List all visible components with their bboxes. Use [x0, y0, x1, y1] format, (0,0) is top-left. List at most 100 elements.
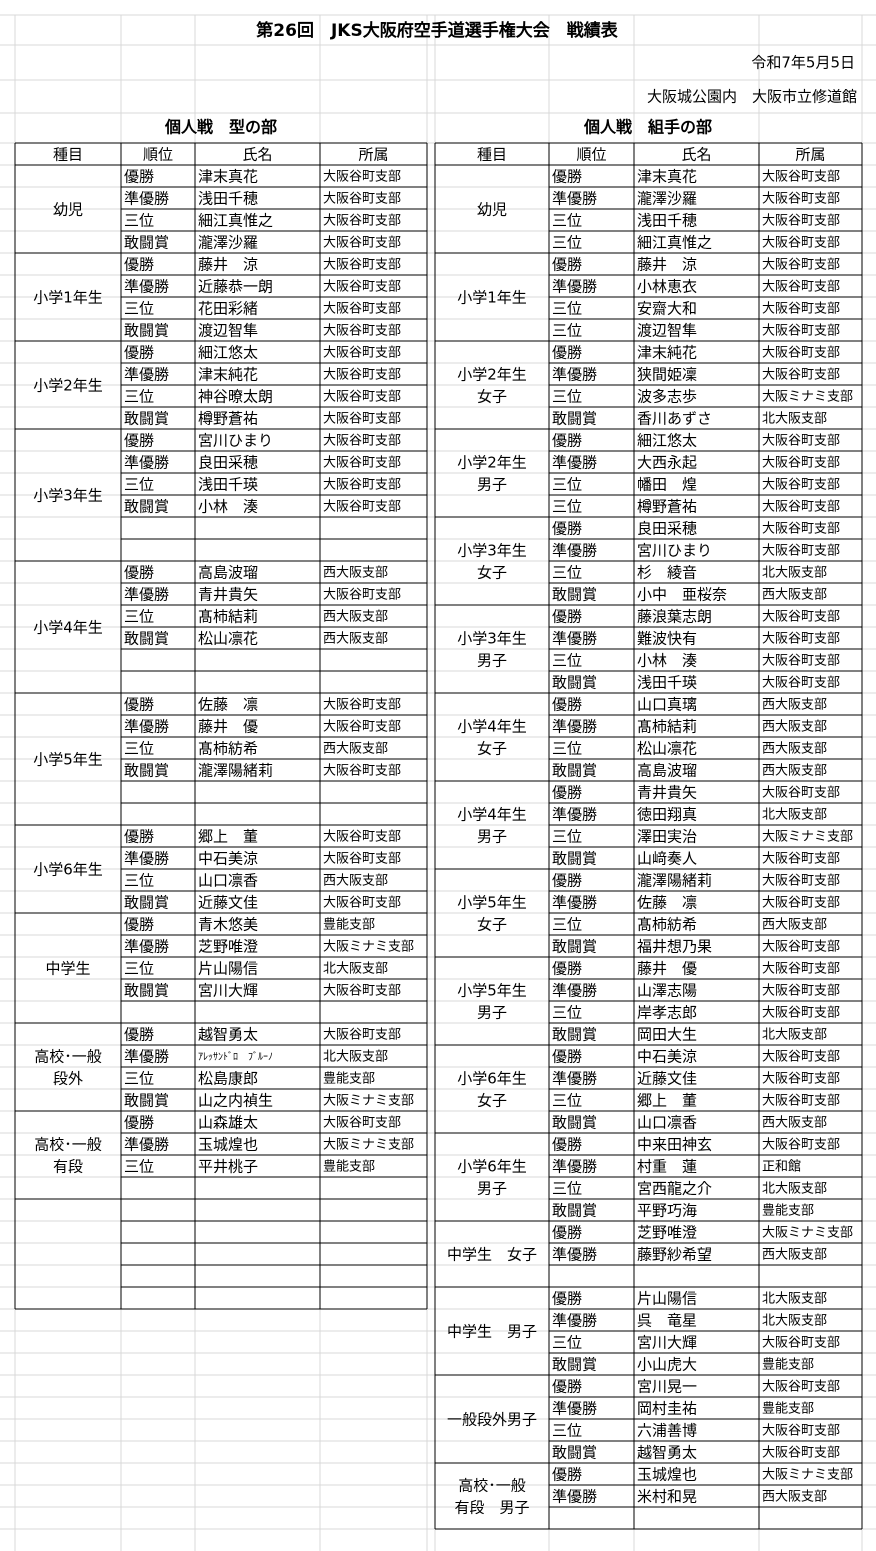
- club: 大阪谷町支部: [323, 896, 401, 911]
- rank: 敢闘賞: [552, 410, 597, 428]
- club: 大阪谷町支部: [323, 170, 401, 185]
- category: 小学3年生: [457, 630, 527, 648]
- club: 大阪ミナミ支部: [323, 1094, 414, 1109]
- club: 大阪谷町支部: [323, 830, 401, 845]
- club: 北大阪支部: [762, 1314, 827, 1329]
- club: 大阪谷町支部: [762, 1138, 840, 1153]
- club: 大阪谷町支部: [762, 1072, 840, 1087]
- club: 西大阪支部: [762, 764, 827, 779]
- rank: 準優勝: [552, 806, 597, 824]
- club: 大阪谷町支部: [762, 1050, 840, 1065]
- rank: 準優勝: [124, 850, 169, 868]
- rank: 三位: [552, 322, 582, 340]
- club: 大阪谷町支部: [762, 214, 840, 229]
- rank: 優勝: [552, 784, 582, 802]
- rank: 優勝: [552, 1290, 582, 1308]
- date: 令和7年5月5日: [751, 54, 855, 72]
- club: 豊能支部: [323, 1072, 375, 1087]
- name: 津末純花: [637, 344, 697, 362]
- name: 澤田実治: [637, 828, 697, 846]
- name: 岡田大生: [637, 1026, 697, 1044]
- club: 北大阪支部: [762, 1028, 827, 1043]
- name: 宮川ひまり: [198, 432, 273, 450]
- category: 小学5年生: [33, 751, 103, 769]
- club: 大阪谷町支部: [762, 632, 840, 647]
- rank: 敢闘賞: [552, 1202, 597, 1220]
- rank: 優勝: [552, 1378, 582, 1396]
- club: 大阪谷町支部: [762, 324, 840, 339]
- name: 山之内禎生: [198, 1092, 273, 1110]
- rank: 優勝: [124, 1026, 154, 1044]
- rank: 優勝: [552, 256, 582, 274]
- club: 西大阪支部: [323, 742, 388, 757]
- category: 高校･一般: [458, 1477, 526, 1495]
- name: 片山陽信: [637, 1290, 697, 1308]
- name: 中石美涼: [198, 850, 258, 868]
- rank: 優勝: [552, 520, 582, 538]
- rank: 優勝: [124, 168, 154, 186]
- name: 藤井 涼: [198, 256, 258, 274]
- club: 大阪谷町支部: [762, 434, 840, 449]
- club: 大阪谷町支部: [323, 302, 401, 317]
- club: 北大阪支部: [762, 412, 827, 427]
- name: 香川あずさ: [637, 410, 712, 428]
- club: 大阪谷町支部: [323, 236, 401, 251]
- venue: 大阪城公園内 大阪市立修道館: [647, 88, 857, 106]
- name: 浅田千瑛: [637, 674, 697, 692]
- category: 男子: [477, 1180, 507, 1198]
- name: 津末純花: [198, 366, 258, 384]
- club: 西大阪支部: [323, 566, 388, 581]
- club: 大阪谷町支部: [762, 280, 840, 295]
- rank: 敢闘賞: [124, 410, 169, 428]
- club: 大阪谷町支部: [323, 764, 401, 779]
- rank: 敢闘賞: [124, 498, 169, 516]
- name: 中来田神玄: [637, 1136, 712, 1154]
- club: 大阪谷町支部: [762, 962, 840, 977]
- club: 大阪谷町支部: [762, 302, 840, 317]
- club: 大阪谷町支部: [762, 368, 840, 383]
- name: 片山陽信: [198, 960, 258, 978]
- name: 小中 亜桜奈: [637, 586, 727, 604]
- name: 瀧澤沙羅: [637, 190, 697, 208]
- name: 難波快有: [637, 630, 697, 648]
- rank: 三位: [552, 234, 582, 252]
- name: 玉城煌也: [198, 1136, 258, 1154]
- club: 大阪ミナミ支部: [762, 1226, 853, 1241]
- category: 小学3年生: [457, 542, 527, 560]
- club: 大阪ミナミ支部: [323, 940, 414, 955]
- rank: 三位: [552, 564, 582, 582]
- rank: 三位: [552, 1422, 582, 1440]
- column-header: 氏名: [242, 146, 272, 164]
- category: 高校･一般: [34, 1136, 102, 1154]
- column-header: 氏名: [681, 146, 711, 164]
- rank: 優勝: [124, 696, 154, 714]
- name: 藤井 優: [198, 718, 258, 736]
- column-header: 所属: [795, 146, 825, 164]
- category: 男子: [477, 652, 507, 670]
- club: 大阪谷町支部: [323, 192, 401, 207]
- title: 第26回 JKS大阪府空手道選手権大会 戦績表: [255, 20, 618, 41]
- category: 小学6年生: [457, 1070, 527, 1088]
- rank: 三位: [124, 872, 154, 890]
- club: 大阪谷町支部: [762, 984, 840, 999]
- club: 正和館: [762, 1160, 801, 1175]
- rank: 敢闘賞: [552, 1356, 597, 1374]
- name: 浅田千穂: [198, 190, 258, 208]
- category: 小学2年生: [33, 377, 103, 395]
- name: 近藤文佳: [637, 1070, 697, 1088]
- column-header: 所属: [358, 146, 388, 164]
- club: 大阪谷町支部: [323, 214, 401, 229]
- name: 藤井 涼: [637, 256, 697, 274]
- club: 豊能支部: [762, 1402, 814, 1417]
- name: 津末真花: [198, 168, 258, 186]
- name: 山口凛香: [637, 1114, 697, 1132]
- club: 大阪谷町支部: [762, 456, 840, 471]
- club: 大阪谷町支部: [762, 1446, 840, 1461]
- name: 青井貴矢: [198, 586, 258, 604]
- category: 有段: [53, 1158, 83, 1176]
- name: 青井貴矢: [637, 784, 697, 802]
- rank: 三位: [552, 1004, 582, 1022]
- name: 樽野蒼祐: [637, 498, 697, 516]
- category: 小学6年生: [457, 1158, 527, 1176]
- rank: 準優勝: [124, 1136, 169, 1154]
